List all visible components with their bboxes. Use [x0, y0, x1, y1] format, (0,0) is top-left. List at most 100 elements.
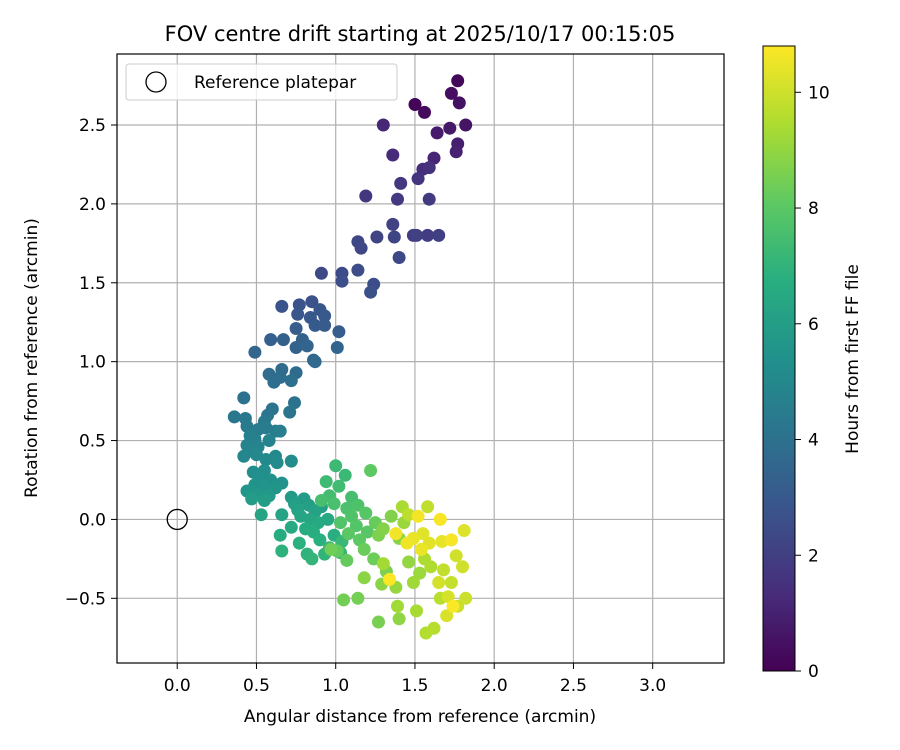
data-point	[430, 126, 444, 140]
data-point	[351, 498, 365, 512]
y-tick-label: 1.0	[79, 353, 106, 373]
colorbar-tick-label: 10	[808, 83, 830, 103]
data-point	[427, 621, 441, 635]
data-point	[305, 295, 319, 309]
x-tick-label: 2.5	[560, 676, 587, 696]
data-point	[406, 576, 420, 589]
colorbar-gradient	[762, 45, 796, 672]
colorbar-tick-label: 6	[808, 315, 819, 335]
data-point	[364, 464, 378, 477]
data-point	[411, 172, 425, 186]
colorbar-tick-label: 2	[808, 546, 819, 566]
colorbar: 0 2 4 6 8 10 Hours from first FF file	[762, 45, 863, 682]
data-point	[451, 74, 465, 88]
data-point	[289, 341, 303, 354]
data-point	[254, 508, 268, 522]
data-point	[351, 263, 365, 277]
legend-reference-marker	[145, 71, 167, 93]
y-tick-label: 1.5	[79, 274, 106, 294]
data-point	[410, 228, 423, 242]
data-point	[414, 542, 428, 556]
data-point	[349, 519, 363, 533]
x-tick-label: 3.0	[639, 676, 666, 696]
data-point	[418, 105, 431, 119]
data-point	[259, 453, 273, 466]
data-point	[341, 527, 355, 541]
y-tick-label: 0.0	[79, 510, 106, 530]
data-point	[275, 544, 289, 558]
data-point	[314, 266, 328, 280]
legend-entry-reference-platepar: Reference platepar	[194, 73, 356, 93]
reference-marker-group	[166, 508, 188, 531]
data-point	[367, 552, 381, 566]
data-point	[421, 228, 435, 242]
data-point	[237, 449, 251, 463]
data-point	[305, 552, 319, 566]
data-point	[283, 405, 297, 419]
data-point	[273, 528, 287, 542]
data-point	[359, 189, 373, 203]
data-point	[275, 508, 289, 522]
data-point	[446, 599, 460, 613]
data-point	[257, 494, 271, 507]
y-tick-label: 0.5	[79, 432, 106, 452]
data-point	[267, 375, 281, 389]
data-point	[392, 251, 406, 264]
data-point	[376, 118, 390, 132]
data-point	[413, 566, 427, 580]
legend-box	[125, 63, 398, 101]
data-point	[384, 509, 398, 523]
data-point	[335, 274, 349, 288]
data-point	[422, 161, 436, 175]
data-point	[327, 497, 341, 511]
data-point	[449, 145, 463, 159]
data-point	[402, 555, 416, 569]
data-point	[443, 121, 457, 135]
data-point	[391, 599, 404, 613]
data-point	[318, 309, 332, 323]
data-point	[444, 533, 458, 547]
data-point	[383, 572, 397, 586]
data-point	[354, 241, 368, 255]
x-axis-label: Angular distance from reference (arcmin)	[244, 707, 596, 727]
data-point	[422, 192, 436, 206]
data-point	[330, 341, 344, 354]
data-point	[284, 454, 298, 468]
data-point	[284, 520, 298, 534]
chart-title: FOV centre drift starting at 2025/10/17 …	[165, 22, 676, 46]
data-point	[433, 512, 447, 526]
data-point	[270, 456, 284, 470]
data-point	[364, 285, 378, 299]
data-point	[432, 228, 446, 242]
data-point	[457, 524, 471, 537]
colorbar-ticks: 0 2 4 6 8 10	[795, 83, 830, 682]
data-point	[324, 542, 338, 556]
data-point	[275, 299, 289, 313]
data-point	[408, 98, 422, 111]
data-point	[332, 325, 346, 339]
data-point	[444, 576, 458, 589]
data-point	[360, 525, 374, 539]
data-point	[292, 536, 306, 550]
data-point	[376, 557, 390, 571]
data-point	[424, 560, 438, 574]
data-point	[329, 459, 343, 473]
data-point	[264, 333, 278, 347]
data-point	[449, 549, 463, 563]
data-points	[227, 74, 473, 640]
x-tick-label: 0.5	[243, 676, 270, 696]
data-point	[291, 307, 305, 321]
data-point	[357, 542, 371, 556]
x-axis-ticks: 0.0 0.5 1.0 1.5 2.0 2.5 3.0	[164, 663, 666, 696]
data-point	[338, 468, 352, 482]
data-point	[289, 322, 303, 335]
data-point	[237, 391, 251, 405]
data-point	[410, 604, 423, 618]
data-point	[459, 118, 473, 132]
colorbar-tick-label: 0	[808, 662, 819, 682]
data-point	[334, 516, 347, 530]
y-tick-label: −0.5	[65, 589, 106, 609]
data-point	[411, 509, 425, 523]
colorbar-label: Hours from first FF file	[843, 264, 863, 454]
data-point	[300, 339, 314, 353]
